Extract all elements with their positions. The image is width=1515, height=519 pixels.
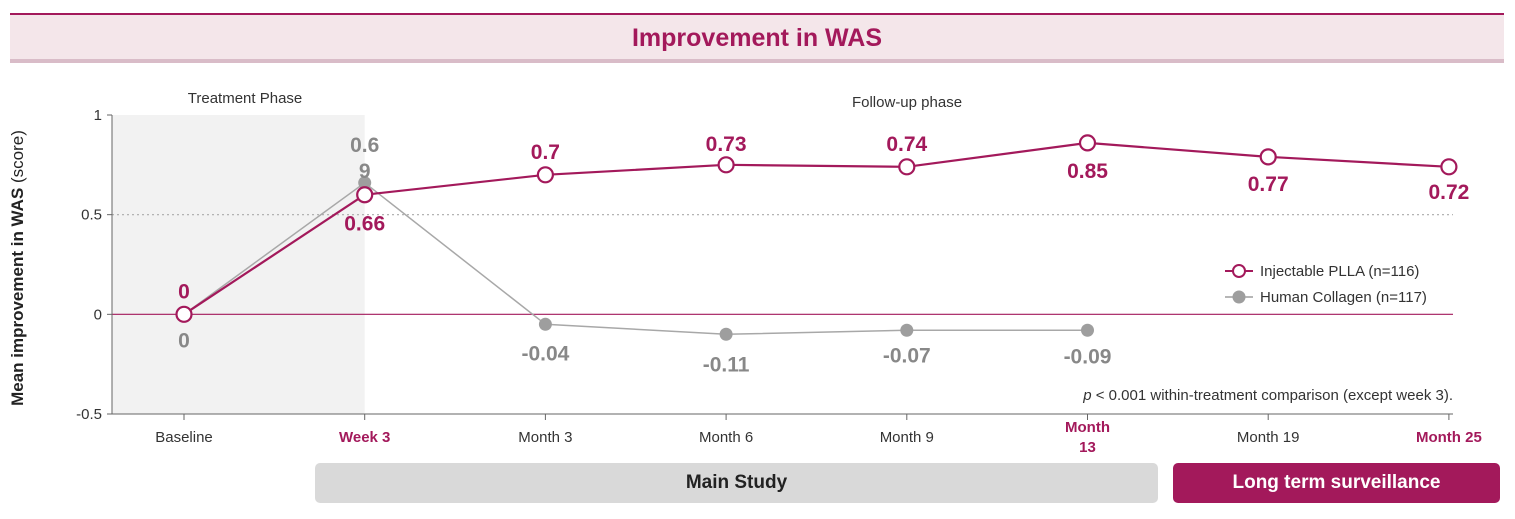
collagen-line (183, 181, 1088, 336)
x-tick-label: Month (1065, 419, 1110, 436)
collagen-data-label: -0.07 (883, 344, 931, 367)
legend-item-collagen: Human Collagen (n=117) (1224, 284, 1427, 310)
x-tick-label: Month 6 (699, 429, 753, 446)
x-tick-label: Month 25 (1416, 429, 1482, 446)
long-term-surveillance-bar: Long term surveillance (1173, 463, 1500, 503)
collagen-data-label-cont: 9 (359, 160, 371, 183)
plla-point (898, 158, 916, 176)
plla-point (175, 305, 193, 323)
x-tick-label: Baseline (155, 429, 213, 446)
x-tick-label: Month 3 (518, 429, 572, 446)
collagen-point (1081, 323, 1094, 337)
x-tick-label: 13 (1079, 439, 1096, 456)
legend-label-plla: Injectable PLLA (n=116) (1260, 262, 1420, 280)
plla-data-label: 0.72 (1428, 181, 1469, 204)
plla-point (536, 166, 555, 184)
footnote: p < 0.001 within-treatment comparison (e… (1010, 387, 1453, 404)
y-tick-label: 1 (94, 107, 102, 124)
plla-data-label: 0.77 (1248, 173, 1289, 196)
plla-line (183, 141, 1449, 316)
collagen-data-label: -0.04 (521, 342, 569, 365)
plla-data-label: 0.74 (886, 133, 927, 156)
y-axis-label-unit: (score) (8, 130, 27, 183)
title-bar: Improvement in WAS (10, 13, 1504, 63)
plla-data-label: 0 (178, 280, 190, 303)
x-tick-label: Week 3 (339, 429, 390, 446)
collagen-data-label: -0.09 (1064, 345, 1112, 368)
plla-data-label: 0.66 (344, 213, 385, 236)
collagen-point (538, 317, 552, 331)
plla-data-label: 0.73 (706, 133, 747, 156)
legend-label-collagen: Human Collagen (n=117) (1260, 288, 1427, 306)
plla-point (356, 186, 374, 204)
y-axis-label-bold: Mean improvement in WAS (8, 187, 27, 406)
footnote-p: p (1083, 387, 1092, 404)
plla-data-label: 0.85 (1067, 160, 1108, 183)
footnote-text: < 0.001 within-treatment comparison (exc… (1091, 387, 1453, 404)
y-tick-label: -0.5 (76, 406, 102, 423)
collagen-data-label: 0.6 (350, 134, 379, 157)
collagen-point (719, 327, 733, 341)
main-study-bar: Main Study (315, 463, 1158, 503)
legend-item-plla: Injectable PLLA (n=116) (1224, 258, 1427, 284)
collagen-data-label: 0 (178, 329, 190, 352)
treatment-phase-label: Treatment Phase (188, 90, 303, 107)
collagen-point (900, 323, 914, 337)
plla-data-label: 0.7 (531, 141, 560, 164)
legend: Injectable PLLA (n=116) Human Collagen (… (1224, 258, 1427, 310)
plla-point (1440, 158, 1458, 176)
y-tick-label: 0 (94, 306, 102, 323)
filled-circle-marker-icon (1225, 290, 1253, 304)
chart-title: Improvement in WAS (631, 24, 883, 52)
collagen-data-label: -0.11 (703, 353, 750, 376)
y-tick-label: 0.5 (81, 207, 102, 224)
collagen-point (358, 176, 372, 190)
y-axis-label: Mean improvement in WAS (score) (8, 118, 58, 418)
followup-phase-label: Follow-up phase (852, 94, 962, 111)
plla-point (717, 156, 735, 174)
plla-point (1078, 134, 1097, 152)
plla-point (1259, 148, 1277, 166)
x-tick-label: Month 19 (1237, 429, 1300, 446)
treatment-phase-shading (112, 115, 365, 414)
open-circle-marker-icon (1225, 264, 1253, 278)
x-tick-label: Month 9 (880, 429, 934, 446)
